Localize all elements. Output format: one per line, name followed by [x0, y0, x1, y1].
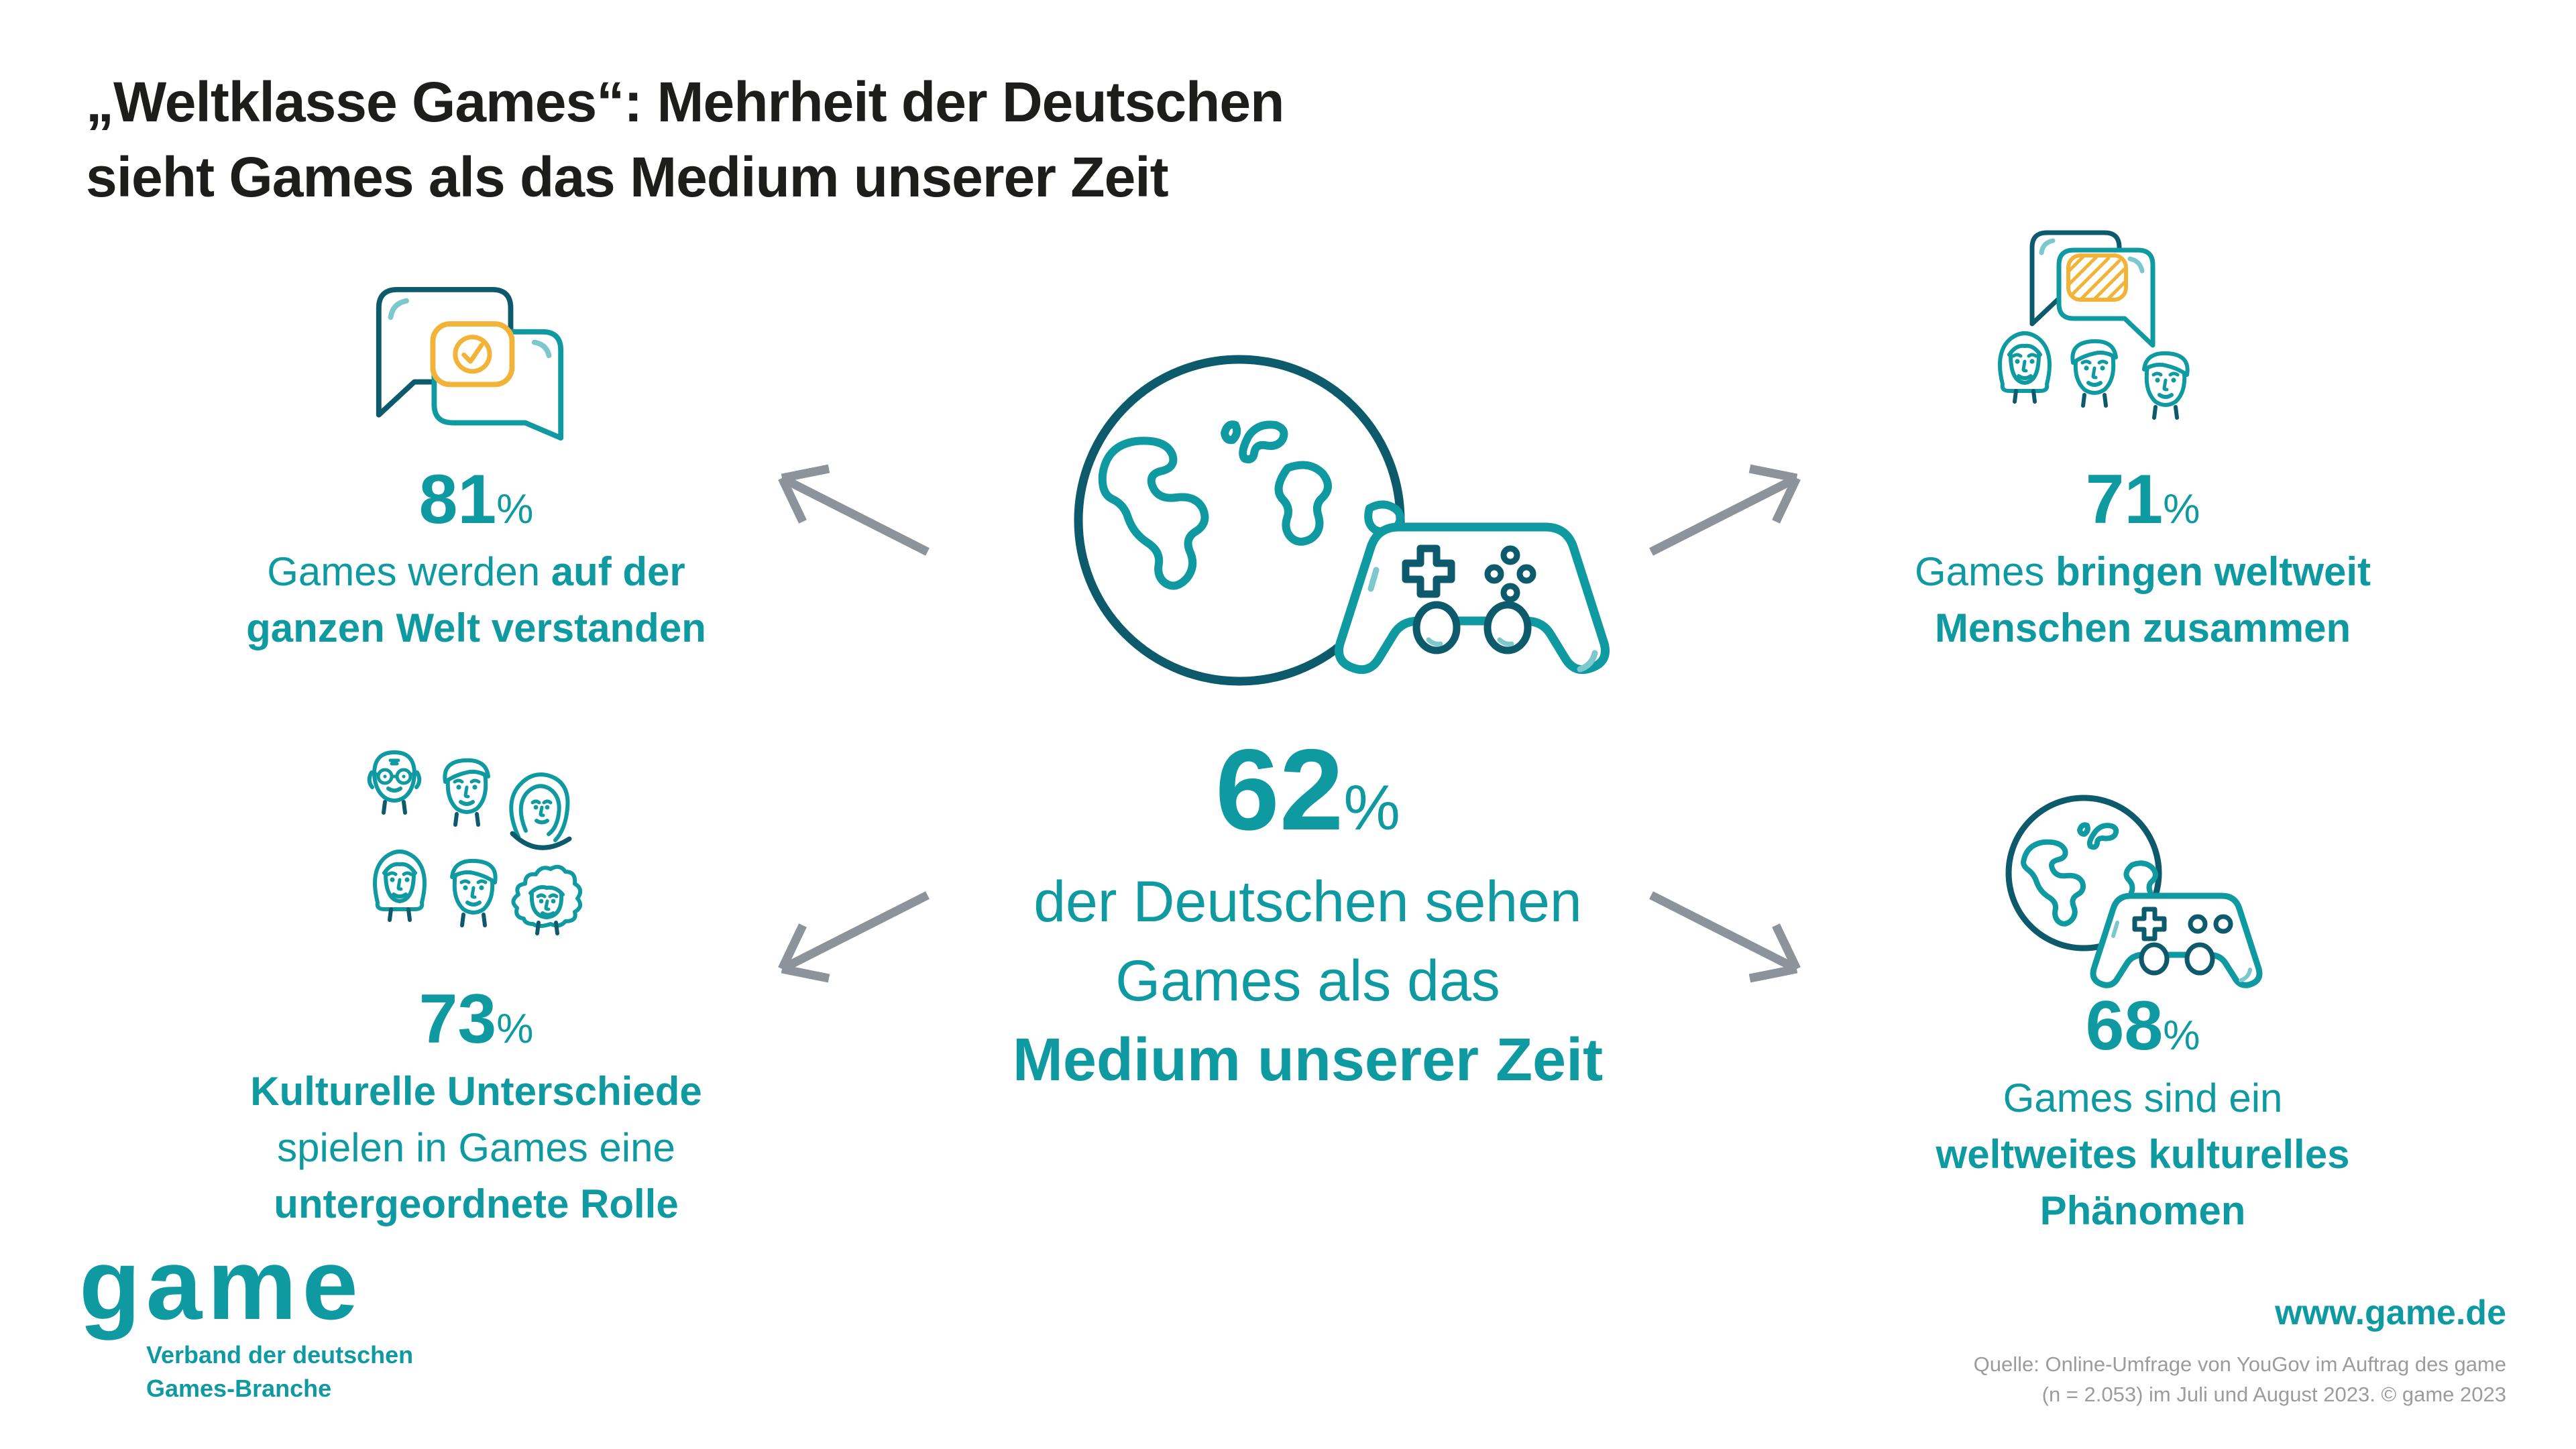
- page-title: „Weltklasse Games“: Mehrheit der Deutsch…: [86, 64, 1284, 215]
- man-face-icon: [2142, 351, 2190, 420]
- source-line1: Quelle: Online-Umfrage von YouGov im Auf…: [1973, 1352, 2506, 1376]
- stat-73-text: Kulturelle Unterschiede spielen in Games…: [158, 1063, 795, 1232]
- source-note: Quelle: Online-Umfrage von YouGov im Auf…: [1974, 1349, 2506, 1409]
- percent-sign: %: [1343, 772, 1400, 844]
- arrow-top-left-icon: [778, 464, 930, 556]
- stat-81-line1-bold: auf der: [551, 549, 685, 594]
- gamepad-icon: [1335, 522, 1610, 675]
- stat-71-line2-bold: Menschen zusammen: [1934, 605, 2351, 650]
- stat-62-line3-bold: Medium unserer Zeit: [1012, 1027, 1604, 1094]
- stat-81-text: Games werden auf der ganzen Welt verstan…: [158, 544, 795, 656]
- stat-68-line1-regular: Games sind ein: [2003, 1076, 2283, 1120]
- stat-71-block: 71% Games bringen weltweit Menschen zusa…: [1824, 465, 2461, 656]
- page-title-line1: „Weltklasse Games“: Mehrheit der Deutsch…: [86, 70, 1284, 133]
- percent-sign: %: [496, 486, 534, 532]
- chat-check-icon: [376, 286, 564, 441]
- game-logo-wordmark: game: [79, 1228, 363, 1340]
- check-circle-icon: [453, 335, 492, 374]
- percent-sign: %: [2163, 1012, 2200, 1059]
- stat-71-number: 71: [2085, 461, 2164, 538]
- curly-woman-face-icon: [511, 864, 583, 935]
- globe-controller-small-icon: [2005, 795, 2263, 988]
- dpad-icon: [2132, 907, 2167, 941]
- stat-68-block: 68% Games sind ein weltweites kulturelle…: [1824, 991, 2461, 1239]
- percent-sign: %: [2163, 486, 2200, 532]
- percent-sign: %: [496, 1006, 534, 1052]
- stat-81-line2-bold: ganzen Welt verstanden: [246, 605, 706, 650]
- stat-71-text: Games bringen weltweit Menschen zusammen: [1824, 544, 2461, 656]
- globe-icon: [2005, 795, 2162, 951]
- gamepad-icon: [2090, 892, 2263, 988]
- diverse-people-icon: [367, 750, 583, 935]
- people-chat-icon: [1998, 230, 2190, 420]
- source-line2: (n = 2.053) im Juli und August 2023. © g…: [2041, 1383, 2506, 1406]
- stat-71-line1-bold: bringen weltweit: [2056, 549, 2371, 594]
- website-url: www.game.de: [2275, 1293, 2506, 1332]
- stat-73-line1-bold: Kulturelle Unterschiede: [250, 1069, 702, 1114]
- stat-68-text: Games sind ein weltweites kulturelles Ph…: [1824, 1070, 2461, 1239]
- globe-controller-icon: [1074, 355, 1610, 686]
- stat-81-block: 81% Games werden auf der ganzen Welt ver…: [158, 465, 795, 656]
- stat-73-block: 73% Kulturelle Unterschiede spielen in G…: [158, 984, 795, 1232]
- page-title-line2: sieht Games als das Medium unserer Zeit: [86, 146, 1169, 209]
- stat-62-text: der Deutschen sehen Games als das Medium…: [939, 862, 1677, 1100]
- man-face-icon: [450, 858, 498, 927]
- stat-68-number: 68: [2085, 987, 2164, 1065]
- old-man-face-icon: [367, 750, 422, 815]
- stat-73-line2-regular: spielen in Games eine: [277, 1125, 675, 1170]
- hijab-woman-face-icon: [509, 772, 572, 850]
- woman-face-icon: [373, 850, 427, 922]
- stat-62-value: 62%: [939, 732, 1677, 848]
- stat-71-value: 71%: [1824, 465, 2461, 534]
- arrow-bottom-left-icon: [778, 891, 930, 983]
- stat-71-line1-regular: Games: [1914, 549, 2056, 594]
- stat-62-block: 62% der Deutschen sehen Games als das Me…: [939, 732, 1677, 1100]
- stat-62-line1: der Deutschen sehen: [1033, 870, 1582, 934]
- stat-73-number: 73: [418, 980, 497, 1058]
- arrow-bottom-right-icon: [1649, 891, 1801, 983]
- logo-sub-line2: Games-Branche: [146, 1375, 332, 1402]
- man-face-icon: [2070, 339, 2118, 408]
- arrow-top-right-icon: [1649, 464, 1801, 556]
- stat-62-line2: Games als das: [1115, 949, 1500, 1013]
- stat-73-value: 73%: [158, 984, 795, 1054]
- game-logo-subline: Verband der deutschen Games-Branche: [146, 1338, 413, 1405]
- woman-face-icon: [1998, 331, 2052, 404]
- game-logo: game Verband der deutschen Games-Branche: [79, 1234, 413, 1405]
- stat-81-value: 81%: [158, 465, 795, 534]
- dpad-icon: [1402, 544, 1455, 598]
- stat-68-line2-bold: weltweites kulturelles: [1936, 1132, 2350, 1177]
- man-face-icon: [443, 758, 490, 827]
- stat-62-number: 62: [1215, 726, 1344, 854]
- stat-73-line3-bold: untergeordnete Rolle: [274, 1181, 679, 1226]
- stat-68-line3-bold: Phänomen: [2039, 1188, 2246, 1233]
- stat-68-value: 68%: [1824, 991, 2461, 1061]
- logo-sub-line1: Verband der deutschen: [146, 1341, 414, 1369]
- stat-81-number: 81: [418, 461, 497, 538]
- stat-81-line1-regular: Games werden: [267, 549, 551, 594]
